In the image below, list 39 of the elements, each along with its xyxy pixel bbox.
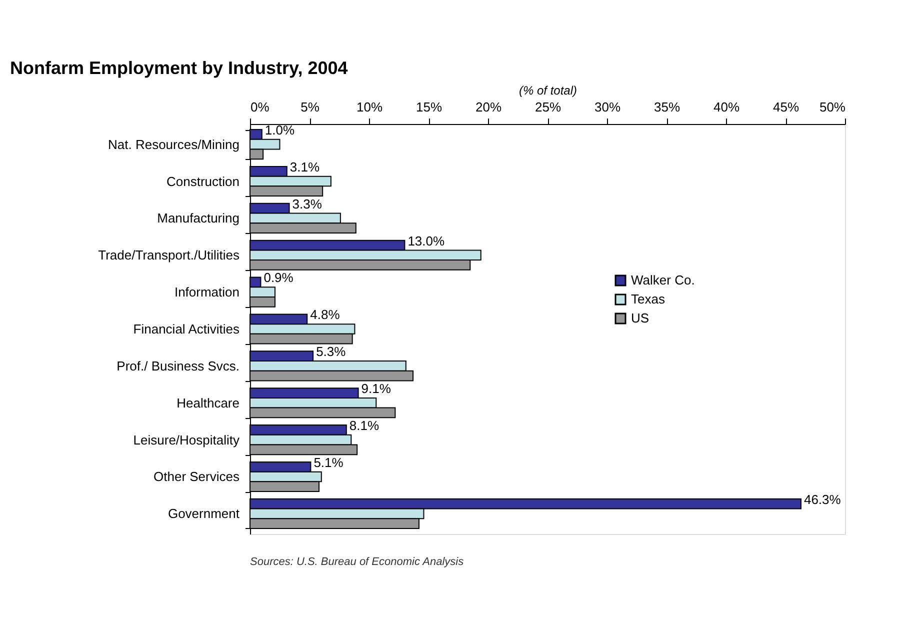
x-tick-label: 5% [300,100,320,114]
x-tick-label: 15% [416,100,442,114]
y-tick-label: Financial Activities [133,322,240,336]
legend-label: Texas [631,292,666,306]
y-tick-label: Healthcare [176,395,240,410]
source-note: Sources: U.S. Bureau of Economic Analysis [250,556,464,568]
data-label: 13.0% [408,233,445,248]
data-label: 46.3% [804,492,842,507]
y-tick-label: Construction [166,174,240,189]
y-tick-label: Leisure/Hospitality [133,432,240,448]
y-tick-label: Nat. Resources/Mining [108,136,240,152]
legend-label: US [631,310,650,326]
legend-label: Walker Co. [631,272,695,288]
y-tick-label: Prof./ Business Svcs. [116,358,240,374]
x-tick-label: 30% [594,100,621,114]
chart-title: Nonfarm Employment by Industry, 2004 [10,58,348,78]
data-label: 5.3% [316,344,346,360]
y-tick-label: Trade/Transport./Utilities [98,248,240,263]
x-tick-label: 45% [772,100,800,114]
y-tick-label: Other Services [154,469,240,484]
x-tick-label: 20% [475,100,502,114]
y-tick-label: Information [174,284,240,300]
data-label: 5.1% [314,454,344,470]
data-label: 3.3% [292,196,322,212]
y-tick-label: Manufacturing [157,210,240,226]
data-label: 4.8% [310,307,340,322]
x-tick-label: 50% [819,100,846,114]
data-label: 8.1% [349,418,380,433]
x-tick-label: 35% [654,100,680,114]
x-tick-label: 40% [713,100,740,114]
x-tick-label: 25% [534,100,562,114]
data-label: 1.0% [264,122,295,138]
data-label: 3.1% [290,159,320,174]
data-label: 0.9% [264,270,294,286]
data-label: 9.1% [361,381,392,396]
x-axis-title: (% of total) [518,84,578,98]
y-tick-label: Government [168,506,240,522]
x-tick-label: 10% [356,100,383,114]
x-tick-label: 0% [250,100,270,114]
